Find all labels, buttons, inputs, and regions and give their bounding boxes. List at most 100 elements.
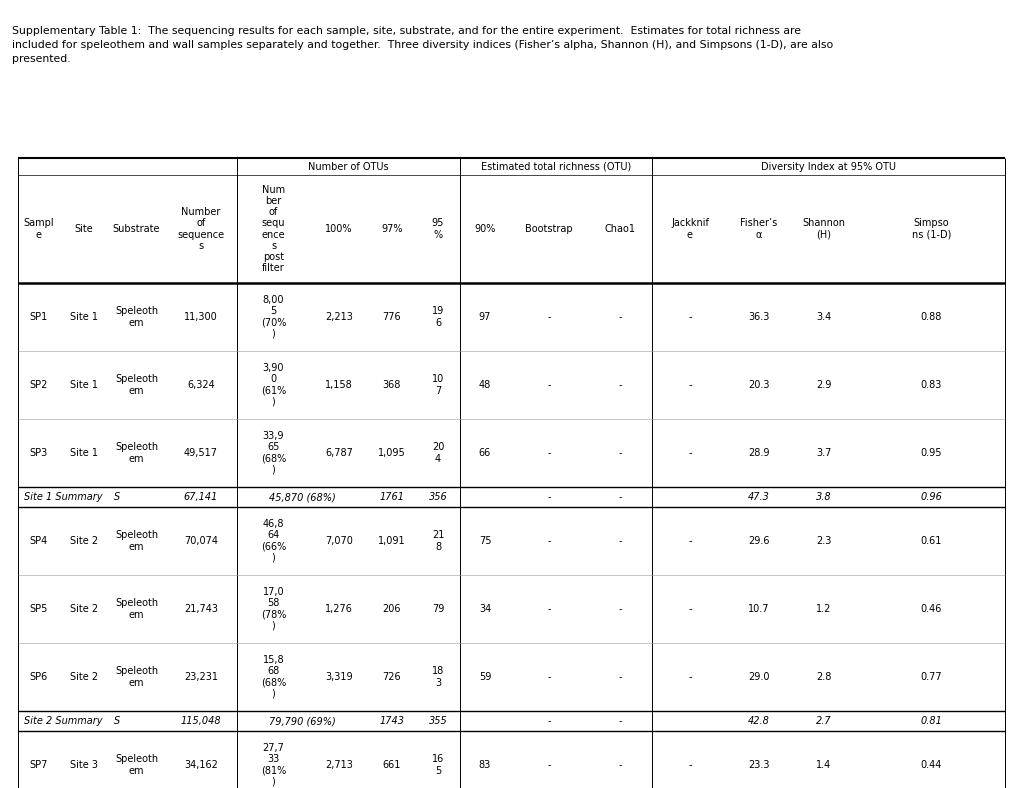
Text: -: -: [618, 716, 622, 726]
Text: 34: 34: [478, 604, 490, 614]
Text: Site 2: Site 2: [70, 604, 98, 614]
Text: 115,048: 115,048: [180, 716, 221, 726]
Text: 48: 48: [478, 380, 490, 390]
Text: -: -: [618, 760, 622, 770]
Text: 97%: 97%: [381, 224, 403, 234]
Text: 20.3: 20.3: [748, 380, 769, 390]
Text: -: -: [547, 536, 550, 546]
Text: Bootstrap: Bootstrap: [525, 224, 573, 234]
Text: 2,213: 2,213: [325, 312, 353, 322]
Text: Number
of
sequence
s: Number of sequence s: [177, 207, 224, 251]
Text: SP4: SP4: [30, 536, 48, 546]
Text: Simpso
ns (1-D): Simpso ns (1-D): [911, 218, 951, 240]
Text: -: -: [688, 672, 691, 682]
Text: 206: 206: [382, 604, 400, 614]
Text: Speleoth
em: Speleoth em: [115, 307, 158, 328]
Text: 726: 726: [382, 672, 400, 682]
Text: SP2: SP2: [30, 380, 48, 390]
Text: 6,324: 6,324: [186, 380, 215, 390]
Text: 6,787: 6,787: [325, 448, 353, 458]
Text: SP7: SP7: [30, 760, 48, 770]
Text: Diversity Index at 95% OTU: Diversity Index at 95% OTU: [760, 162, 895, 172]
Text: 2.3: 2.3: [815, 536, 830, 546]
Text: 3,90
0
(61%
): 3,90 0 (61% ): [261, 363, 286, 407]
Text: S: S: [114, 492, 120, 502]
Text: 29.0: 29.0: [748, 672, 769, 682]
Text: Site 2 Summary: Site 2 Summary: [23, 716, 102, 726]
Text: 100%: 100%: [325, 224, 353, 234]
Text: -: -: [547, 716, 550, 726]
Text: 3.8: 3.8: [815, 492, 832, 502]
Text: 67,141: 67,141: [183, 492, 218, 502]
Text: Shannon
(H): Shannon (H): [802, 218, 845, 240]
Text: Fisher’s
α: Fisher’s α: [740, 218, 776, 240]
Text: 23.3: 23.3: [748, 760, 769, 770]
Text: 1,276: 1,276: [325, 604, 353, 614]
Text: 0.77: 0.77: [920, 672, 942, 682]
Text: 0.81: 0.81: [920, 716, 942, 726]
Text: 66: 66: [478, 448, 490, 458]
Text: 0.61: 0.61: [920, 536, 942, 546]
Text: Site 1: Site 1: [70, 448, 98, 458]
Text: SP3: SP3: [30, 448, 48, 458]
Text: -: -: [688, 604, 691, 614]
Text: Site 1 Summary: Site 1 Summary: [23, 492, 102, 502]
Text: 0.96: 0.96: [920, 492, 942, 502]
Text: -: -: [618, 492, 622, 502]
Text: -: -: [547, 380, 550, 390]
Text: 75: 75: [478, 536, 491, 546]
Text: 1.4: 1.4: [815, 760, 830, 770]
Text: 10.7: 10.7: [748, 604, 769, 614]
Text: 8,00
5
(70%
): 8,00 5 (70% ): [261, 296, 286, 339]
Text: -: -: [547, 604, 550, 614]
Text: 661: 661: [382, 760, 400, 770]
Text: 1743: 1743: [379, 716, 405, 726]
Text: Number of OTUs: Number of OTUs: [308, 162, 388, 172]
Text: Site 2: Site 2: [70, 536, 98, 546]
Text: 36.3: 36.3: [748, 312, 769, 322]
Text: Substrate: Substrate: [113, 224, 160, 234]
Text: Num
ber
of
sequ
ence
s
post
filter: Num ber of sequ ence s post filter: [262, 185, 285, 273]
Text: Site 2: Site 2: [70, 672, 98, 682]
Text: 776: 776: [382, 312, 400, 322]
Text: SP6: SP6: [30, 672, 48, 682]
Text: -: -: [547, 760, 550, 770]
Text: 1,158: 1,158: [325, 380, 353, 390]
Text: 20
4: 20 4: [431, 442, 443, 463]
Text: 49,517: 49,517: [183, 448, 218, 458]
Text: SP5: SP5: [30, 604, 48, 614]
Text: 3.4: 3.4: [815, 312, 830, 322]
Text: 19
6: 19 6: [431, 307, 443, 328]
Text: 0.95: 0.95: [920, 448, 942, 458]
Text: 70,074: 70,074: [183, 536, 218, 546]
Text: 356: 356: [428, 492, 447, 502]
Text: 95
%: 95 %: [431, 218, 443, 240]
Text: 17,0
58
(78%
): 17,0 58 (78% ): [261, 587, 286, 631]
Text: 47.3: 47.3: [747, 492, 769, 502]
Text: Supplementary Table 1:  The sequencing results for each sample, site, substrate,: Supplementary Table 1: The sequencing re…: [12, 26, 833, 64]
Text: -: -: [618, 672, 622, 682]
Text: 2,713: 2,713: [325, 760, 353, 770]
Text: 29.6: 29.6: [748, 536, 769, 546]
Text: 97: 97: [478, 312, 491, 322]
Text: 90%: 90%: [474, 224, 495, 234]
Text: 11,300: 11,300: [184, 312, 218, 322]
Text: Speleoth
em: Speleoth em: [115, 530, 158, 552]
Text: 0.44: 0.44: [920, 760, 942, 770]
Text: -: -: [688, 448, 691, 458]
Text: SP1: SP1: [30, 312, 48, 322]
Text: Sampl
e: Sampl e: [23, 218, 54, 240]
Text: 42.8: 42.8: [747, 716, 769, 726]
Text: 1761: 1761: [379, 492, 405, 502]
Text: Speleoth
em: Speleoth em: [115, 667, 158, 688]
Text: -: -: [618, 604, 622, 614]
Text: 79: 79: [431, 604, 443, 614]
Text: 1,095: 1,095: [378, 448, 406, 458]
Text: Site: Site: [74, 224, 94, 234]
Text: 0.46: 0.46: [920, 604, 942, 614]
Text: -: -: [547, 312, 550, 322]
Text: 2.9: 2.9: [815, 380, 830, 390]
Text: Chao1: Chao1: [604, 224, 635, 234]
Text: 368: 368: [382, 380, 400, 390]
Text: 1.2: 1.2: [815, 604, 830, 614]
